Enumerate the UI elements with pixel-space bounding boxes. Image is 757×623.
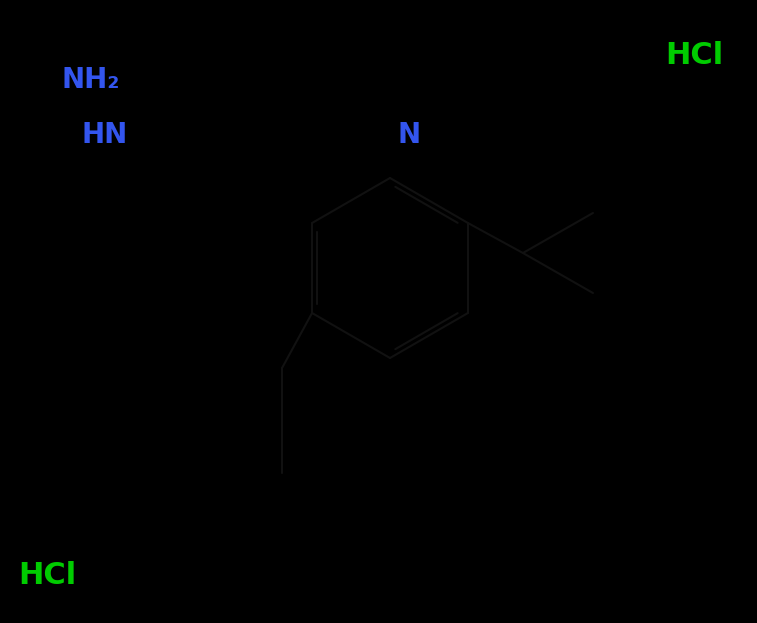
Text: N: N: [398, 121, 421, 149]
Text: NH₂: NH₂: [62, 66, 120, 94]
Text: HCl: HCl: [665, 40, 723, 70]
Text: HCl: HCl: [18, 561, 76, 589]
Text: HN: HN: [82, 121, 128, 149]
